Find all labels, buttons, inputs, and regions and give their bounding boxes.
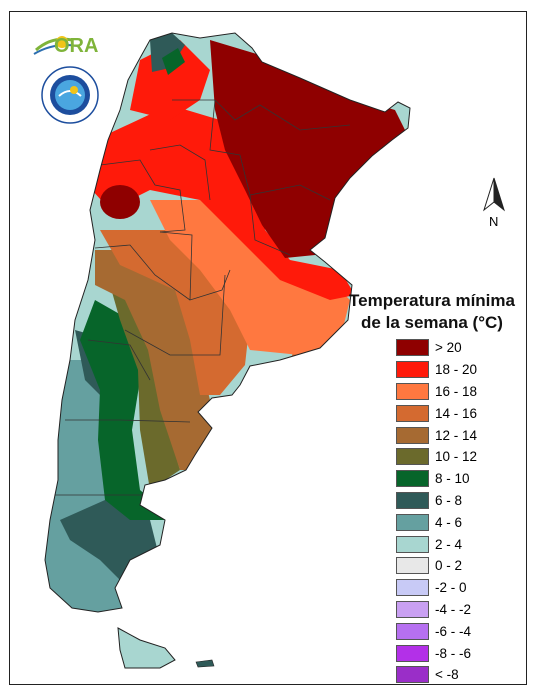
band-16-18 xyxy=(150,200,350,355)
legend-label: -8 - -6 xyxy=(435,645,472,661)
legend-label: 6 - 8 xyxy=(435,492,463,508)
legend-label: -2 - 0 xyxy=(435,580,467,596)
legend-swatch xyxy=(396,404,429,422)
legend-item: > 20 xyxy=(396,337,506,359)
legend-swatch xyxy=(396,535,429,553)
legend-label: 8 - 10 xyxy=(435,471,470,487)
svg-text:ORA: ORA xyxy=(54,35,98,57)
legend-swatch xyxy=(396,361,429,379)
legend-title-line1: Temperatura mínima xyxy=(349,291,515,310)
legend-label: 0 - 2 xyxy=(435,558,463,574)
ora-logo: ORA xyxy=(33,35,98,57)
legend-item: 4 - 6 xyxy=(396,511,506,533)
legend-label: -4 - -2 xyxy=(435,601,472,617)
legend-title: Temperatura mínima de la semana (°C) xyxy=(337,290,527,334)
north-arrow-icon: N xyxy=(483,177,505,229)
legend-title-line2: de la semana (°C) xyxy=(361,313,503,332)
legend-swatch xyxy=(396,470,429,488)
legend-label: 16 - 18 xyxy=(435,383,478,399)
legend-swatch xyxy=(396,666,429,684)
legend-item: 18 - 20 xyxy=(396,359,506,381)
island xyxy=(195,659,215,668)
svg-text:N: N xyxy=(489,214,498,229)
band-8-10 xyxy=(80,300,175,520)
legend-swatch xyxy=(396,557,429,575)
legend-item: 16 - 18 xyxy=(396,381,506,403)
legend-label: 2 - 4 xyxy=(435,536,463,552)
country-outline xyxy=(44,32,411,613)
legend-label: 4 - 6 xyxy=(435,514,463,530)
legend-item: -2 - 0 xyxy=(396,577,506,599)
legend: > 20 18 - 20 16 - 18 14 - 16 12 - 14 10 - 12 8… xyxy=(396,337,506,686)
legend-item: -8 - -6 xyxy=(396,642,506,664)
legend-item: 8 - 10 xyxy=(396,468,506,490)
legend-swatch xyxy=(396,491,429,509)
legend-label: 12 - 14 xyxy=(435,427,478,443)
legend-item: -6 - -4 xyxy=(396,620,506,642)
legend-item: < -8 xyxy=(396,664,506,686)
tierra-del-fuego xyxy=(117,627,176,669)
band-10-12 xyxy=(110,285,180,490)
legend-label: 10 - 12 xyxy=(435,449,478,465)
legend-swatch xyxy=(396,644,429,662)
legend-label: < -8 xyxy=(435,667,459,683)
legend-item: 2 - 4 xyxy=(396,533,506,555)
legend-swatch xyxy=(396,426,429,444)
legend-item: 0 - 2 xyxy=(396,555,506,577)
legend-label: 18 - 20 xyxy=(435,362,478,378)
legend-swatch xyxy=(396,579,429,597)
legend-item: 6 - 8 xyxy=(396,490,506,512)
legend-label: 14 - 16 xyxy=(435,405,478,421)
legend-item: -4 - -2 xyxy=(396,599,506,621)
band-gt20 xyxy=(210,40,405,258)
legend-swatch xyxy=(396,448,429,466)
legend-swatch xyxy=(396,600,429,618)
legend-item: 10 - 12 xyxy=(396,446,506,468)
legend-item: 12 - 14 xyxy=(396,424,506,446)
legend-swatch xyxy=(396,339,429,357)
legend-label: > 20 xyxy=(435,340,462,356)
legend-swatch xyxy=(396,622,429,640)
band-18-20 xyxy=(92,105,355,300)
legend-item: 14 - 16 xyxy=(396,402,506,424)
legend-swatch xyxy=(396,513,429,531)
smn-seal-logo xyxy=(41,66,99,124)
legend-swatch xyxy=(396,382,429,400)
legend-label: -6 - -4 xyxy=(435,623,472,639)
